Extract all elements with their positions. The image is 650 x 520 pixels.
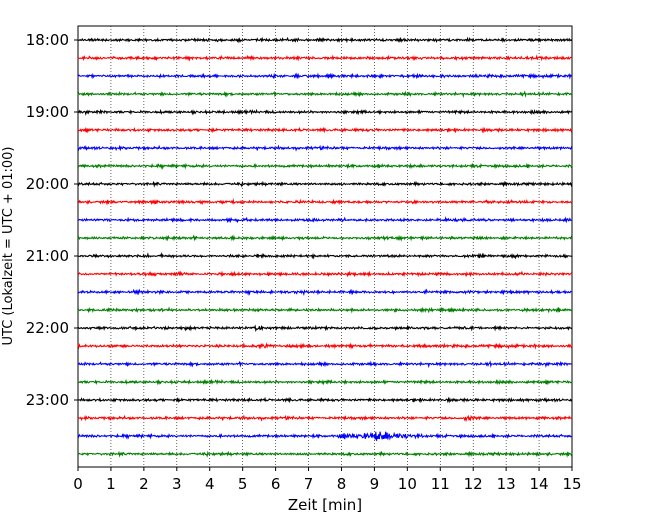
seismic-trace [77,414,573,423]
y-axis-label: UTC (Lokalzeit = UTC + 01:00) [1,147,16,346]
x-tick-label: 3 [172,475,182,493]
x-tick-label: 10 [398,475,417,493]
x-tick-label: 0 [73,475,83,493]
x-tick-label: 13 [497,475,516,493]
x-tick-label: 4 [205,475,215,493]
x-tick-label: 1 [106,475,116,493]
x-tick-label: 5 [238,475,248,493]
seismic-trace [77,288,573,297]
x-axis-label: Zeit [min] [288,496,362,514]
x-axis-ticks: 0 1 2 3 4 5 6 7 8 9 10 11 12 13 14 15 [73,467,582,493]
seismic-trace [77,431,573,441]
y-tick-label: 21:00 [26,247,69,265]
y-axis-ticks: 18:00 19:00 20:00 21:00 22:00 23:00 [26,31,78,409]
seismic-trace [77,126,573,134]
x-tick-label: 15 [562,475,581,493]
x-tick-label: 9 [370,475,380,493]
seismic-trace [77,180,573,188]
y-tick-label: 23:00 [26,391,69,409]
seismic-trace [77,378,573,386]
x-tick-label: 6 [271,475,281,493]
seismic-trace [77,360,573,369]
seismic-trace [77,54,573,62]
seismic-trace [77,144,573,152]
seismic-trace [77,306,573,314]
seismic-trace [77,342,573,350]
y-tick-label: 22:00 [26,319,69,337]
plot-frame [77,25,573,468]
seismic-trace [77,324,573,333]
x-tick-label: 8 [337,475,347,493]
seismic-trace [77,450,573,458]
x-tick-label: 7 [304,475,314,493]
seismic-trace [77,252,573,260]
seismic-trace [77,198,573,206]
seismic-trace [77,234,573,242]
seismic-trace [77,72,573,80]
x-tick-label: 12 [464,475,483,493]
seismic-trace [77,90,573,99]
seismic-traces [77,36,573,458]
y-tick-label: 18:00 [26,31,69,49]
x-tick-label: 11 [431,475,450,493]
seismic-trace [77,108,573,116]
y-tick-label: 20:00 [26,175,69,193]
x-tick-label: 2 [139,475,149,493]
x-tick-label: 14 [530,475,549,493]
seismic-trace [77,396,573,404]
y-tick-label: 19:00 [26,103,69,121]
seismic-trace [77,162,573,170]
seismic-trace [77,270,573,278]
seismic-trace [77,36,573,44]
seismic-trace [77,215,573,224]
